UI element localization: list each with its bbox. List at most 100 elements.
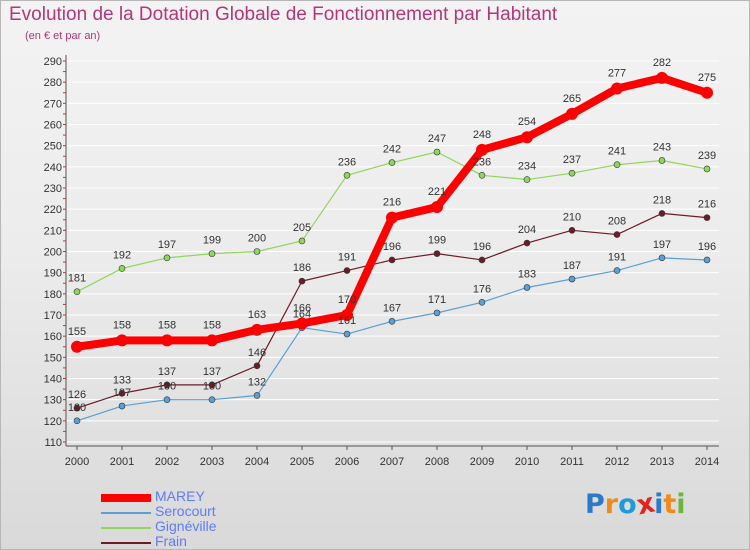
legend-label-serocourt: Serocourt <box>155 503 216 519</box>
logo-letter: t <box>663 489 677 520</box>
data-label-marey-2008: 221 <box>428 186 446 198</box>
data-label-marey-2001: 158 <box>113 319 131 331</box>
point-serocourt-2011 <box>568 275 576 283</box>
data-label-marey-2005: 166 <box>293 302 311 314</box>
point-gigneville-2000 <box>73 288 81 296</box>
point-marey-2001 <box>116 334 128 347</box>
point-serocourt-2010 <box>523 284 531 291</box>
logo-letter: r <box>604 489 619 520</box>
point-serocourt-2006 <box>343 330 351 338</box>
point-serocourt-2008 <box>433 309 441 317</box>
x-tick-label-2013: 2013 <box>650 456 674 468</box>
y-tick-label-260: 260 <box>44 120 62 132</box>
point-serocourt-2002 <box>163 396 171 403</box>
point-marey-2003 <box>206 334 218 347</box>
point-gigneville-2007 <box>388 159 396 166</box>
point-frain-2002 <box>163 381 171 389</box>
point-frain-2010 <box>523 239 531 247</box>
point-serocourt-2000 <box>73 417 81 425</box>
data-label-frain-2012: 208 <box>608 216 626 228</box>
data-label-serocourt-2001: 127 <box>113 387 131 399</box>
data-label-frain-2010: 204 <box>518 224 536 236</box>
data-label-serocourt-2006: 161 <box>338 315 356 327</box>
data-label-frain-2008: 199 <box>428 235 446 247</box>
point-frain-2001 <box>118 390 126 397</box>
point-gigneville-2008 <box>433 148 441 156</box>
data-label-marey-2007: 216 <box>383 197 401 209</box>
point-frain-2003 <box>208 381 216 389</box>
legend-swatch-serocourt <box>101 512 151 514</box>
data-label-frain-2014: 216 <box>698 199 716 211</box>
data-label-marey-2002: 158 <box>158 319 176 331</box>
x-tick-label-2012: 2012 <box>605 456 629 468</box>
y-tick-label-120: 120 <box>44 416 62 428</box>
point-gigneville-2006 <box>343 172 351 179</box>
y-tick-label-160: 160 <box>44 331 62 343</box>
point-gigneville-2014 <box>703 165 711 173</box>
data-label-serocourt-2000: 120 <box>68 402 86 414</box>
point-gigneville-2001 <box>118 265 126 272</box>
x-tick-label-2003: 2003 <box>200 456 224 468</box>
chart-title: Evolution de la Dotation Globale de Fonc… <box>9 4 558 25</box>
data-label-gigneville-2003: 199 <box>203 235 221 247</box>
y-tick-label-220: 220 <box>44 204 62 216</box>
data-label-gigneville-2007: 242 <box>383 144 401 156</box>
data-label-frain-2007: 196 <box>383 241 401 253</box>
data-label-gigneville-2004: 200 <box>248 233 266 245</box>
y-tick-label-150: 150 <box>44 352 62 364</box>
point-serocourt-2003 <box>208 396 216 403</box>
data-label-marey-2009: 248 <box>473 129 491 141</box>
point-serocourt-2001 <box>118 402 126 410</box>
point-serocourt-2013 <box>658 254 666 262</box>
data-label-marey-2014: 275 <box>698 72 716 84</box>
logo-letter: P <box>585 489 605 520</box>
point-marey-2005 <box>296 317 308 330</box>
point-frain-2009 <box>478 256 486 264</box>
data-label-gigneville-2001: 192 <box>113 249 131 261</box>
data-label-marey-2006: 170 <box>338 294 356 306</box>
data-label-frain-2005: 186 <box>293 262 311 274</box>
legend-swatch-frain <box>101 542 151 544</box>
legend-label-gigneville: Gignéville <box>155 518 217 534</box>
legend-swatch-gigneville <box>101 527 151 529</box>
point-marey-2013 <box>656 71 668 84</box>
point-marey-2007 <box>386 211 398 224</box>
point-frain-2006 <box>343 267 351 274</box>
x-tick-label-2010: 2010 <box>515 456 539 468</box>
data-label-gigneville-2011: 237 <box>563 154 581 166</box>
y-tick-label-130: 130 <box>44 395 62 407</box>
data-label-frain-2011: 210 <box>563 211 581 223</box>
y-tick-label-250: 250 <box>44 141 62 153</box>
data-label-gigneville-2010: 234 <box>518 161 536 173</box>
y-tick-label-200: 200 <box>44 247 62 259</box>
data-label-serocourt-2009: 176 <box>473 283 491 295</box>
point-frain-2013 <box>658 210 666 217</box>
logo-letter: i <box>654 489 664 520</box>
data-label-frain-2013: 218 <box>653 194 671 206</box>
point-gigneville-2013 <box>658 157 666 164</box>
x-tick-label-2002: 2002 <box>155 456 179 468</box>
data-label-gigneville-2009: 236 <box>473 156 491 168</box>
y-tick-label-280: 280 <box>44 77 62 89</box>
point-marey-2006 <box>341 309 353 321</box>
logo-letter: o <box>618 489 637 520</box>
point-gigneville-2002 <box>163 254 171 262</box>
x-tick-label-2005: 2005 <box>290 456 314 468</box>
point-marey-2014 <box>701 86 713 99</box>
point-serocourt-2012 <box>613 267 621 274</box>
data-label-gigneville-2012: 241 <box>608 146 626 158</box>
y-tick-label-210: 210 <box>44 225 62 237</box>
y-tick-label-270: 270 <box>44 98 62 110</box>
data-label-serocourt-2003: 130 <box>203 381 221 393</box>
data-label-gigneville-2014: 239 <box>698 150 716 162</box>
data-label-serocourt-2014: 196 <box>698 241 716 253</box>
y-tick-label-140: 140 <box>44 374 62 386</box>
legend-label-frain: Frain <box>155 533 187 549</box>
data-label-serocourt-2012: 191 <box>608 252 626 264</box>
data-label-frain-2004: 146 <box>248 347 266 359</box>
point-frain-2014 <box>703 214 711 221</box>
x-tick-label-2007: 2007 <box>380 456 404 468</box>
point-marey-2002 <box>161 334 173 347</box>
x-tick-label-2004: 2004 <box>245 456 269 468</box>
